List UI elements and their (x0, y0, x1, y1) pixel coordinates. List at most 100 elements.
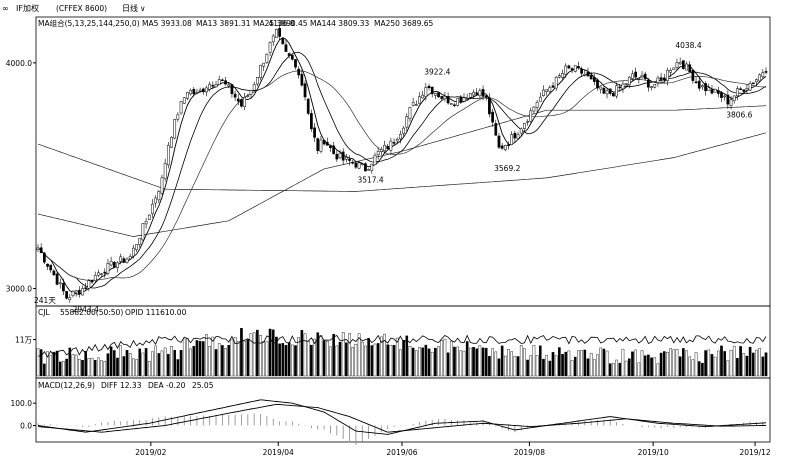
volume-bar (36, 348, 40, 377)
candle-body (275, 29, 278, 38)
volume-bar (437, 346, 440, 377)
volume-bar (205, 334, 208, 377)
opid-line (37, 334, 767, 358)
volume-bar (65, 358, 68, 377)
candle-body (182, 97, 186, 104)
candle-body (132, 247, 135, 257)
candle-body (446, 96, 450, 104)
candle-body (141, 223, 145, 241)
candle-body (341, 151, 345, 161)
volume-bar (87, 358, 91, 377)
volume-bar (81, 360, 84, 377)
cjl-value: 55882.00(50:50) (60, 308, 123, 317)
volume-bar (195, 340, 199, 377)
volume-bar (78, 358, 81, 377)
volume-bar (55, 350, 59, 377)
volume-bar (90, 357, 94, 377)
candle-body (421, 94, 425, 99)
candle-body (510, 134, 514, 145)
candle-body (335, 154, 339, 160)
time-tick-label: 2019/06 (386, 448, 417, 457)
candle-body (122, 258, 126, 263)
volume-bar (723, 351, 726, 377)
candle-body (348, 158, 351, 161)
candle-body (739, 88, 742, 91)
volume-bar (526, 359, 529, 377)
volume-bar (729, 349, 733, 377)
candle-body (472, 92, 475, 96)
volume-bar (758, 347, 761, 377)
candle-body (475, 92, 479, 95)
candle-body (532, 106, 536, 112)
candle-body (217, 79, 221, 85)
candle-body (157, 191, 161, 201)
candle-body (484, 95, 488, 98)
candle-body (259, 64, 262, 79)
candle-body (742, 89, 746, 92)
candle-body (529, 110, 533, 122)
ma-legend-name[interactable]: MA组合(5,13,25,144,250,0) (38, 18, 140, 28)
instrument-title[interactable]: IF加权 (16, 3, 39, 13)
volume-bar (682, 348, 685, 377)
volume-bar (697, 361, 701, 377)
candle-body (564, 65, 568, 75)
link-icon[interactable]: ∞ (2, 4, 9, 13)
volume-bar (39, 349, 43, 377)
volume-bar (49, 355, 53, 377)
candle-body (306, 98, 310, 114)
volume-bar (672, 349, 676, 377)
candle-body (402, 127, 405, 134)
candle-body (399, 134, 402, 140)
volume-bar (618, 362, 622, 377)
candle-body (764, 71, 768, 73)
volume-bar (202, 341, 205, 377)
candle-body (526, 121, 529, 123)
volume-bar (713, 356, 717, 377)
candle-body (103, 271, 107, 274)
candle-body (201, 88, 205, 92)
period-selector[interactable]: 日线 (122, 3, 138, 13)
candle-body (367, 168, 370, 171)
candle-body (650, 86, 653, 88)
volume-bar (252, 332, 256, 377)
candle-body (233, 93, 237, 98)
volume-bar (246, 339, 250, 377)
volume-bar (316, 332, 320, 377)
candle-body (592, 77, 596, 82)
candle-body (478, 90, 482, 96)
candle-body (570, 68, 574, 71)
volume-bar (364, 345, 367, 377)
volume-bar (570, 360, 574, 377)
ma25-value: MA25 3890.45 (253, 19, 308, 28)
time-axis: 2019/02 2019/04 2019/06 2019/08 2019/10 2019/… (135, 442, 771, 457)
chevron-down-icon[interactable]: ∨ (140, 4, 146, 13)
volume-bar (116, 357, 119, 377)
candle-body (236, 98, 240, 102)
volume-bar (742, 353, 746, 377)
candle-body (383, 145, 386, 152)
volume-bar (586, 358, 590, 377)
candle-body (411, 102, 415, 106)
volume-bar (605, 350, 609, 377)
volume-bar (399, 349, 402, 377)
candle-body (268, 42, 272, 53)
candle-body (503, 145, 507, 151)
volume-bar (189, 348, 192, 377)
candle-body (612, 93, 615, 97)
candle-body (697, 80, 701, 89)
ma5-line (37, 37, 767, 295)
volume-bar (462, 350, 466, 377)
toolbar: ∞ IF加权 (CFFEX 8600) 日线 ∨ (2, 3, 146, 13)
macd-legend-name[interactable]: MACD(12,26,9) (38, 381, 95, 390)
volume-legend-name[interactable]: CJL (38, 308, 50, 317)
candle-body (624, 83, 628, 85)
macd-series (37, 399, 767, 445)
volume-bar (707, 349, 711, 377)
ma5-value: MA5 3933.08 (142, 19, 192, 28)
volume-bar (443, 338, 447, 377)
candle-body (125, 258, 129, 263)
candle-body (252, 84, 256, 91)
candle-body (519, 128, 523, 134)
candle-body (198, 89, 202, 92)
candle-body (240, 99, 243, 107)
